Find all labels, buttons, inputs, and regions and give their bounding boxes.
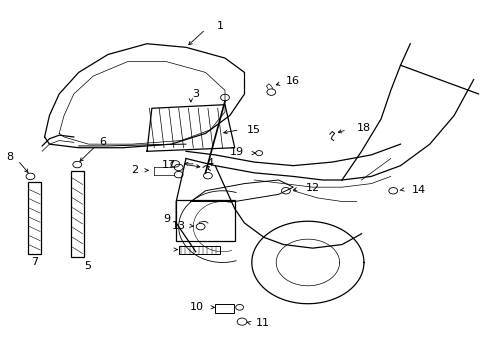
Text: 14: 14 — [411, 185, 425, 195]
Text: 10: 10 — [189, 302, 203, 312]
Text: 3: 3 — [192, 89, 199, 99]
Bar — [27, 182, 41, 253]
Text: 19: 19 — [230, 147, 244, 157]
Bar — [178, 246, 220, 253]
Text: 5: 5 — [83, 261, 91, 271]
Text: 13: 13 — [171, 221, 185, 231]
Text: 8: 8 — [6, 152, 13, 162]
Text: 7: 7 — [31, 257, 38, 267]
Text: 16: 16 — [285, 76, 300, 86]
Text: 17: 17 — [162, 159, 176, 170]
Bar — [215, 304, 233, 313]
Text: 12: 12 — [305, 183, 319, 193]
Text: 18: 18 — [356, 123, 370, 133]
Text: 15: 15 — [247, 125, 261, 135]
Text: 9: 9 — [163, 215, 170, 224]
Bar — [176, 200, 234, 241]
Text: 1: 1 — [216, 21, 223, 31]
Text: 2: 2 — [131, 165, 138, 175]
Text: 4: 4 — [206, 158, 213, 168]
Bar — [71, 171, 83, 257]
Text: 6: 6 — [100, 138, 106, 147]
Text: 11: 11 — [256, 318, 269, 328]
